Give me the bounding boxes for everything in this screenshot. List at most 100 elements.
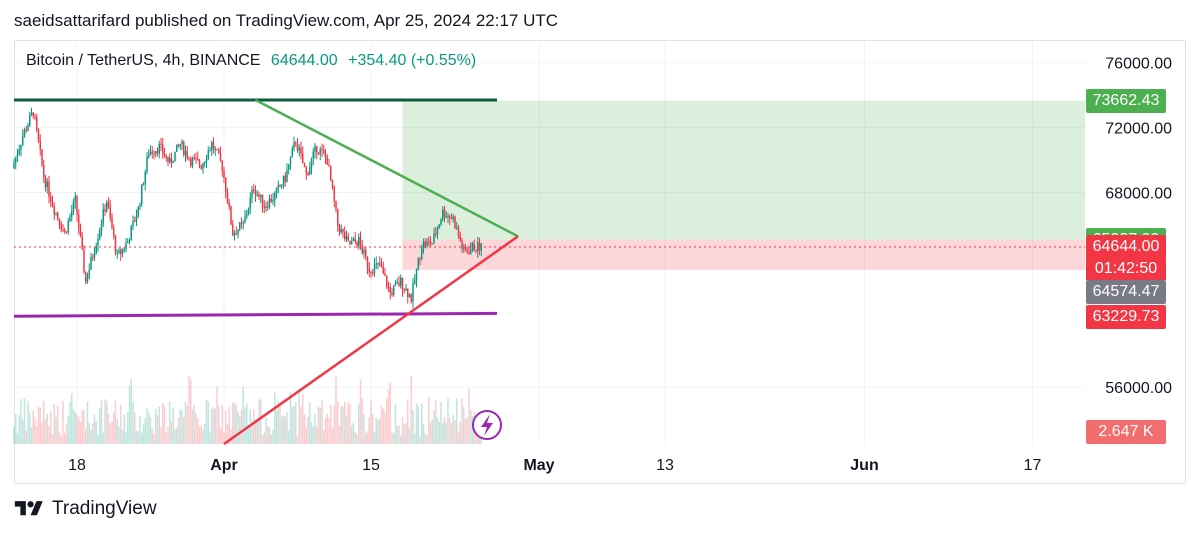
volume-bar: [403, 424, 405, 444]
volume-bar: [436, 416, 439, 444]
volume-bar: [74, 411, 76, 444]
candle-body: [380, 265, 383, 267]
volume-bar: [310, 422, 313, 444]
volume-bar: [221, 405, 223, 444]
volume-bar: [356, 433, 358, 444]
candle-body: [377, 262, 379, 264]
candle-body: [368, 267, 370, 273]
candle-body: [268, 198, 271, 208]
candle-body: [466, 250, 468, 253]
tradingview-footer[interactable]: TradingView: [14, 498, 157, 520]
volume-bar: [478, 434, 481, 444]
volume-bar: [335, 376, 337, 444]
candle-body: [338, 225, 341, 233]
time-tick-label: Jun: [850, 457, 878, 474]
candle-body: [270, 198, 272, 202]
candle-body: [324, 152, 327, 158]
volume-bar: [177, 417, 180, 444]
volume-bar: [18, 414, 20, 444]
volume-bar: [92, 423, 94, 444]
candle-body: [155, 151, 157, 155]
volume-bar: [183, 416, 185, 444]
price-tick-label: 56000.00: [1105, 380, 1172, 397]
candle-body: [274, 193, 276, 200]
candle-body: [60, 224, 62, 230]
volume-bar: [435, 400, 437, 444]
symbol-legend[interactable]: Bitcoin / TetherUS, 4h, BINANCE 64644.00…: [26, 52, 477, 70]
volume-bar: [351, 425, 353, 444]
candle-body: [65, 231, 68, 233]
volume-bar: [85, 429, 87, 444]
candle-body: [18, 149, 20, 155]
volume-bar: [463, 406, 465, 444]
candle-body: [354, 238, 356, 243]
volume-bar: [407, 399, 409, 444]
candle-body: [209, 150, 211, 152]
price-tag: 63229.73: [1086, 304, 1166, 329]
volume-bar: [321, 399, 323, 444]
candle-body: [195, 158, 197, 160]
candle-body: [426, 241, 428, 247]
candle-body: [79, 228, 82, 237]
volume-bar: [58, 432, 61, 444]
candle-body: [95, 245, 97, 253]
volume-bar: [123, 414, 125, 444]
volume-bar: [190, 379, 192, 444]
candle-body: [97, 238, 99, 246]
volume-bar: [109, 423, 111, 444]
volume-bar: [211, 408, 213, 444]
volume-bar: [111, 421, 113, 444]
volume-bar: [93, 414, 96, 444]
volume-bar: [55, 417, 57, 444]
volume-bar: [408, 428, 411, 444]
candle-body: [20, 144, 22, 150]
volume-bar: [258, 400, 260, 444]
bar-countdown: 01:42:50: [1086, 257, 1166, 280]
candle-body: [191, 157, 194, 166]
volume-bar: [251, 420, 253, 444]
candle-body: [57, 212, 59, 219]
candle-body: [174, 151, 176, 162]
candle-body: [51, 201, 54, 207]
candle-body: [167, 156, 169, 162]
candle-body: [211, 142, 213, 151]
volume-bar: [158, 406, 160, 444]
volume-bar: [132, 401, 134, 444]
candle-body: [464, 247, 467, 251]
volume-bar: [391, 431, 393, 444]
candle-body: [240, 222, 243, 224]
volume-bar: [15, 413, 17, 444]
price-tag: 64574.47: [1086, 279, 1166, 304]
candle-body: [303, 163, 306, 168]
candle-body: [356, 242, 358, 247]
candle-body: [69, 216, 71, 222]
volume-bar: [218, 406, 220, 444]
lightning-icon-bolt: [481, 414, 493, 436]
candle-body: [421, 248, 423, 259]
volume-bar: [253, 409, 255, 444]
candle-body: [452, 216, 454, 219]
candle-body: [114, 235, 117, 253]
volume-bar: [62, 400, 64, 444]
candle-body: [67, 221, 69, 233]
candle-body: [436, 228, 439, 235]
volume-bar: [225, 410, 227, 444]
candle-body: [29, 115, 31, 126]
volume-bar: [219, 427, 222, 444]
volume-bar: [372, 414, 374, 444]
candle-body: [468, 252, 470, 254]
volume-bar: [163, 405, 166, 444]
descending-trend-line: [254, 98, 519, 238]
candle-body: [179, 143, 181, 146]
candle-body: [23, 129, 26, 137]
volume-bar: [88, 422, 90, 444]
candle-body: [428, 241, 430, 243]
candle-body: [403, 289, 405, 291]
candle-body: [118, 250, 120, 253]
volume-bar: [289, 392, 292, 444]
volume-bar: [130, 379, 132, 444]
volume-bar: [67, 415, 69, 444]
volume-bar: [186, 405, 188, 444]
ascending-trend-line: [223, 235, 519, 446]
